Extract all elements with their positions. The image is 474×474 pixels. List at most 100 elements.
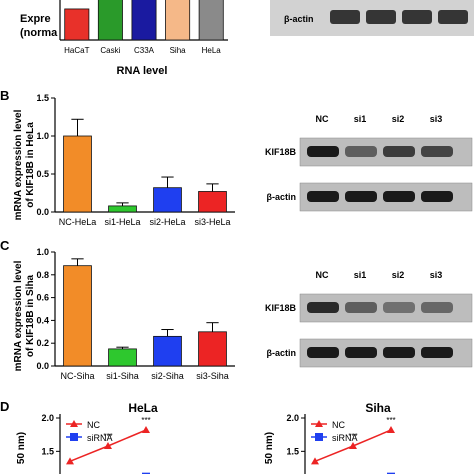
blot-band [383,146,415,157]
y-tick-label: 0.4 [36,315,49,325]
data-point [142,426,150,433]
blot-band [366,10,396,24]
x-tick-label: NC-HeLa [59,217,97,227]
x-tick-label: Caski [100,46,120,55]
bar [198,0,224,41]
legend-marker [315,420,323,427]
panel-a-blot-bands [330,10,468,24]
bar [108,348,137,367]
blot-lane-label: NC [316,114,329,124]
blot-band [307,146,339,157]
blot-band [383,302,415,313]
x-tick-label: si1-Siha [106,371,139,381]
x-tick-label: si2-Siha [151,371,184,381]
panel-c-ylabel-line1: mRNA expression level [13,260,24,371]
legend-label: NC [87,420,100,430]
data-point [142,472,150,474]
y-tick-label: 0.0 [36,207,49,217]
data-point [387,472,395,474]
blot-band [438,10,468,24]
blot-band [345,302,377,313]
blot-band [421,191,453,202]
blot-band [345,146,377,157]
panel-c: C mRNA expression level of KIF18B in Sih… [0,238,473,381]
data-point [387,426,395,433]
significance-label: *** [103,432,112,441]
blot-lane-label: si3 [430,270,443,280]
x-tick-label: HeLa [202,46,222,55]
y-tick-label: 0.2 [36,338,49,348]
panel-a-bar-chart: HaCaT Caski C33A Siha HeLa [59,0,228,55]
blot-lane-label: si1 [354,114,367,124]
panel-b-ylabel-line2: of KIF18B in HeLa [25,122,36,208]
panel-d-letter: D [0,399,9,414]
blot-lane-label: NC [316,270,329,280]
blot-lane-label: si2 [392,114,405,124]
panel-d-hela-ylabel: 50 nm) [16,432,27,464]
panel-b-western-blot: NC si1 si2 si3 KIF18B β-actin [265,114,473,212]
panel-b: B mRNA expression level of KIF18B in HeL… [0,88,473,227]
x-tick-label: si1-HeLa [104,217,140,227]
bar [63,265,92,367]
y-tick-label: 1.0 [36,247,49,257]
blot-band [307,191,339,202]
x-tick-label: HaCaT [64,46,89,55]
blot-band [330,10,360,24]
panel-a: Expre (norma HaCaT Caski C33A Siha HeLa RNA … [20,0,474,77]
blot-lane-label: si2 [392,270,405,280]
bar [63,135,92,213]
data-point [349,442,357,449]
panel-b-ylabel-line1: mRNA expression level [13,109,24,220]
y-tick-label: 1.5 [286,446,299,456]
significance-label: *** [386,416,395,425]
blot-band [383,191,415,202]
bar [198,191,227,213]
bar [153,335,182,367]
blot-band [421,302,453,313]
legend-label: siRNA [87,433,113,443]
panel-d-siha-ylabel: 50 nm) [264,432,275,464]
bar [198,331,227,367]
panel-c-ylabel-line2: of KIF18B in Siha [25,274,36,357]
x-tick-label: NC-Siha [60,371,94,381]
y-tick-label: 2.0 [286,413,299,423]
blot-row-label: β-actin [267,348,297,358]
panel-c-western-blot: NC si1 si2 si3 KIF18B β-actin [265,270,473,368]
legend-marker [70,420,78,427]
legend-label: NC [332,420,345,430]
bar [108,205,137,213]
data-point [311,457,319,465]
x-tick-label: Siha [170,46,187,55]
panel-d-hela-title: HeLa [128,401,158,415]
blot-band [402,10,432,24]
y-tick-label: 1.0 [36,131,49,141]
bar [97,0,123,41]
x-tick-label: si3-Siha [196,371,229,381]
significance-label: *** [348,432,357,441]
blot-band [421,146,453,157]
y-tick-label: 1.5 [36,93,49,103]
bar [153,187,182,213]
blot-band [345,191,377,202]
blot-band [307,302,339,313]
panel-a-xlabel: RNA level [117,65,168,77]
blot-row-label: KIF18B [265,147,297,157]
y-tick-label: 0.6 [36,293,49,303]
panel-a-ylabel-line2: (norma [20,27,58,39]
legend-label: siRNA [332,433,358,443]
blot-lane-label: si1 [354,270,367,280]
panel-a-ylabel-line1: Expre [20,13,51,25]
bar [131,0,157,41]
blot-band [345,347,377,358]
blot-lane-label: si3 [430,114,443,124]
bar [165,0,191,41]
panel-b-letter: B [0,88,9,103]
x-tick-label: si2-HeLa [149,217,185,227]
y-tick-label: 0.0 [36,361,49,371]
data-point [104,442,112,449]
y-tick-label: 0.8 [36,270,49,280]
